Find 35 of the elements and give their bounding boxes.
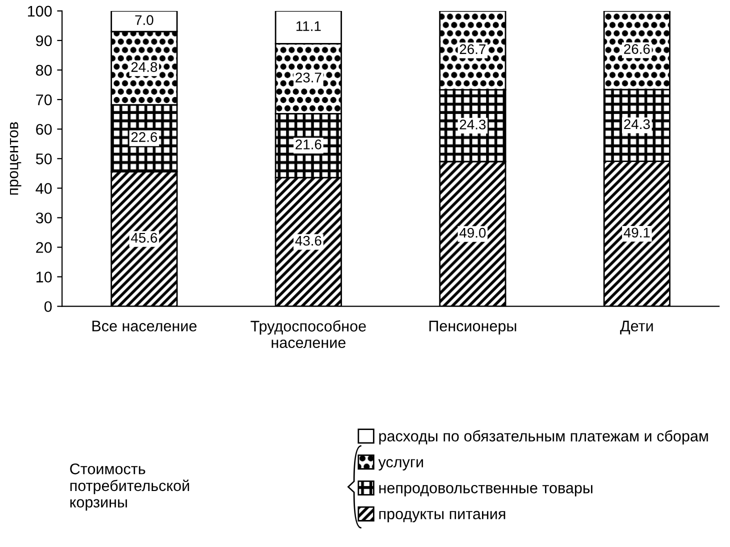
y-tick-label: 60 [36, 124, 52, 135]
x-tick-label: Дети [620, 320, 653, 334]
data-label: 11.1 [296, 21, 321, 31]
y-tick-label: 30 [36, 212, 52, 224]
x-tick-label: Трудоспособное население [250, 320, 366, 348]
data-label: 49.1 [624, 228, 650, 238]
y-tick-label: 50 [36, 154, 52, 164]
y-tick-label: 10 [36, 272, 52, 282]
data-label: 26.6 [624, 44, 650, 54]
data-label: 24.3 [624, 119, 650, 130]
legend-label: услуги [378, 459, 423, 470]
legend-label: расходы по обязательным платежам и сборам [379, 430, 708, 445]
legend-label: продукты питания [379, 510, 506, 522]
legend-label: непродовольственные товары [379, 484, 592, 496]
y-tick-label: 20 [36, 242, 52, 253]
data-label: 43.6 [295, 236, 322, 246]
y-tick-label: 80 [36, 64, 52, 76]
y-tick-label: 90 [36, 35, 52, 46]
x-tick-label: Пенсионеры [429, 320, 516, 334]
data-label: 23.7 [296, 72, 322, 82]
y-axis-title: процентов [10, 122, 22, 195]
data-label: 24.8 [131, 62, 158, 72]
data-label: 7.0 [135, 15, 154, 26]
y-tick-label: 70 [36, 94, 52, 106]
data-label: 24.3 [460, 120, 486, 130]
x-tick-label: Все население [92, 320, 196, 332]
y-tick-label: 0 [44, 301, 52, 312]
data-label: 22.6 [131, 132, 158, 142]
y-tick-label: 40 [36, 183, 52, 194]
data-label: 26.7 [460, 44, 486, 54]
data-label: 21.6 [296, 140, 322, 150]
data-label: 45.6 [130, 232, 158, 243]
y-tick-label: 100 [28, 6, 52, 17]
data-label: 49.0 [459, 228, 486, 238]
text: Стоимость потребительской корзины [70, 463, 190, 511]
